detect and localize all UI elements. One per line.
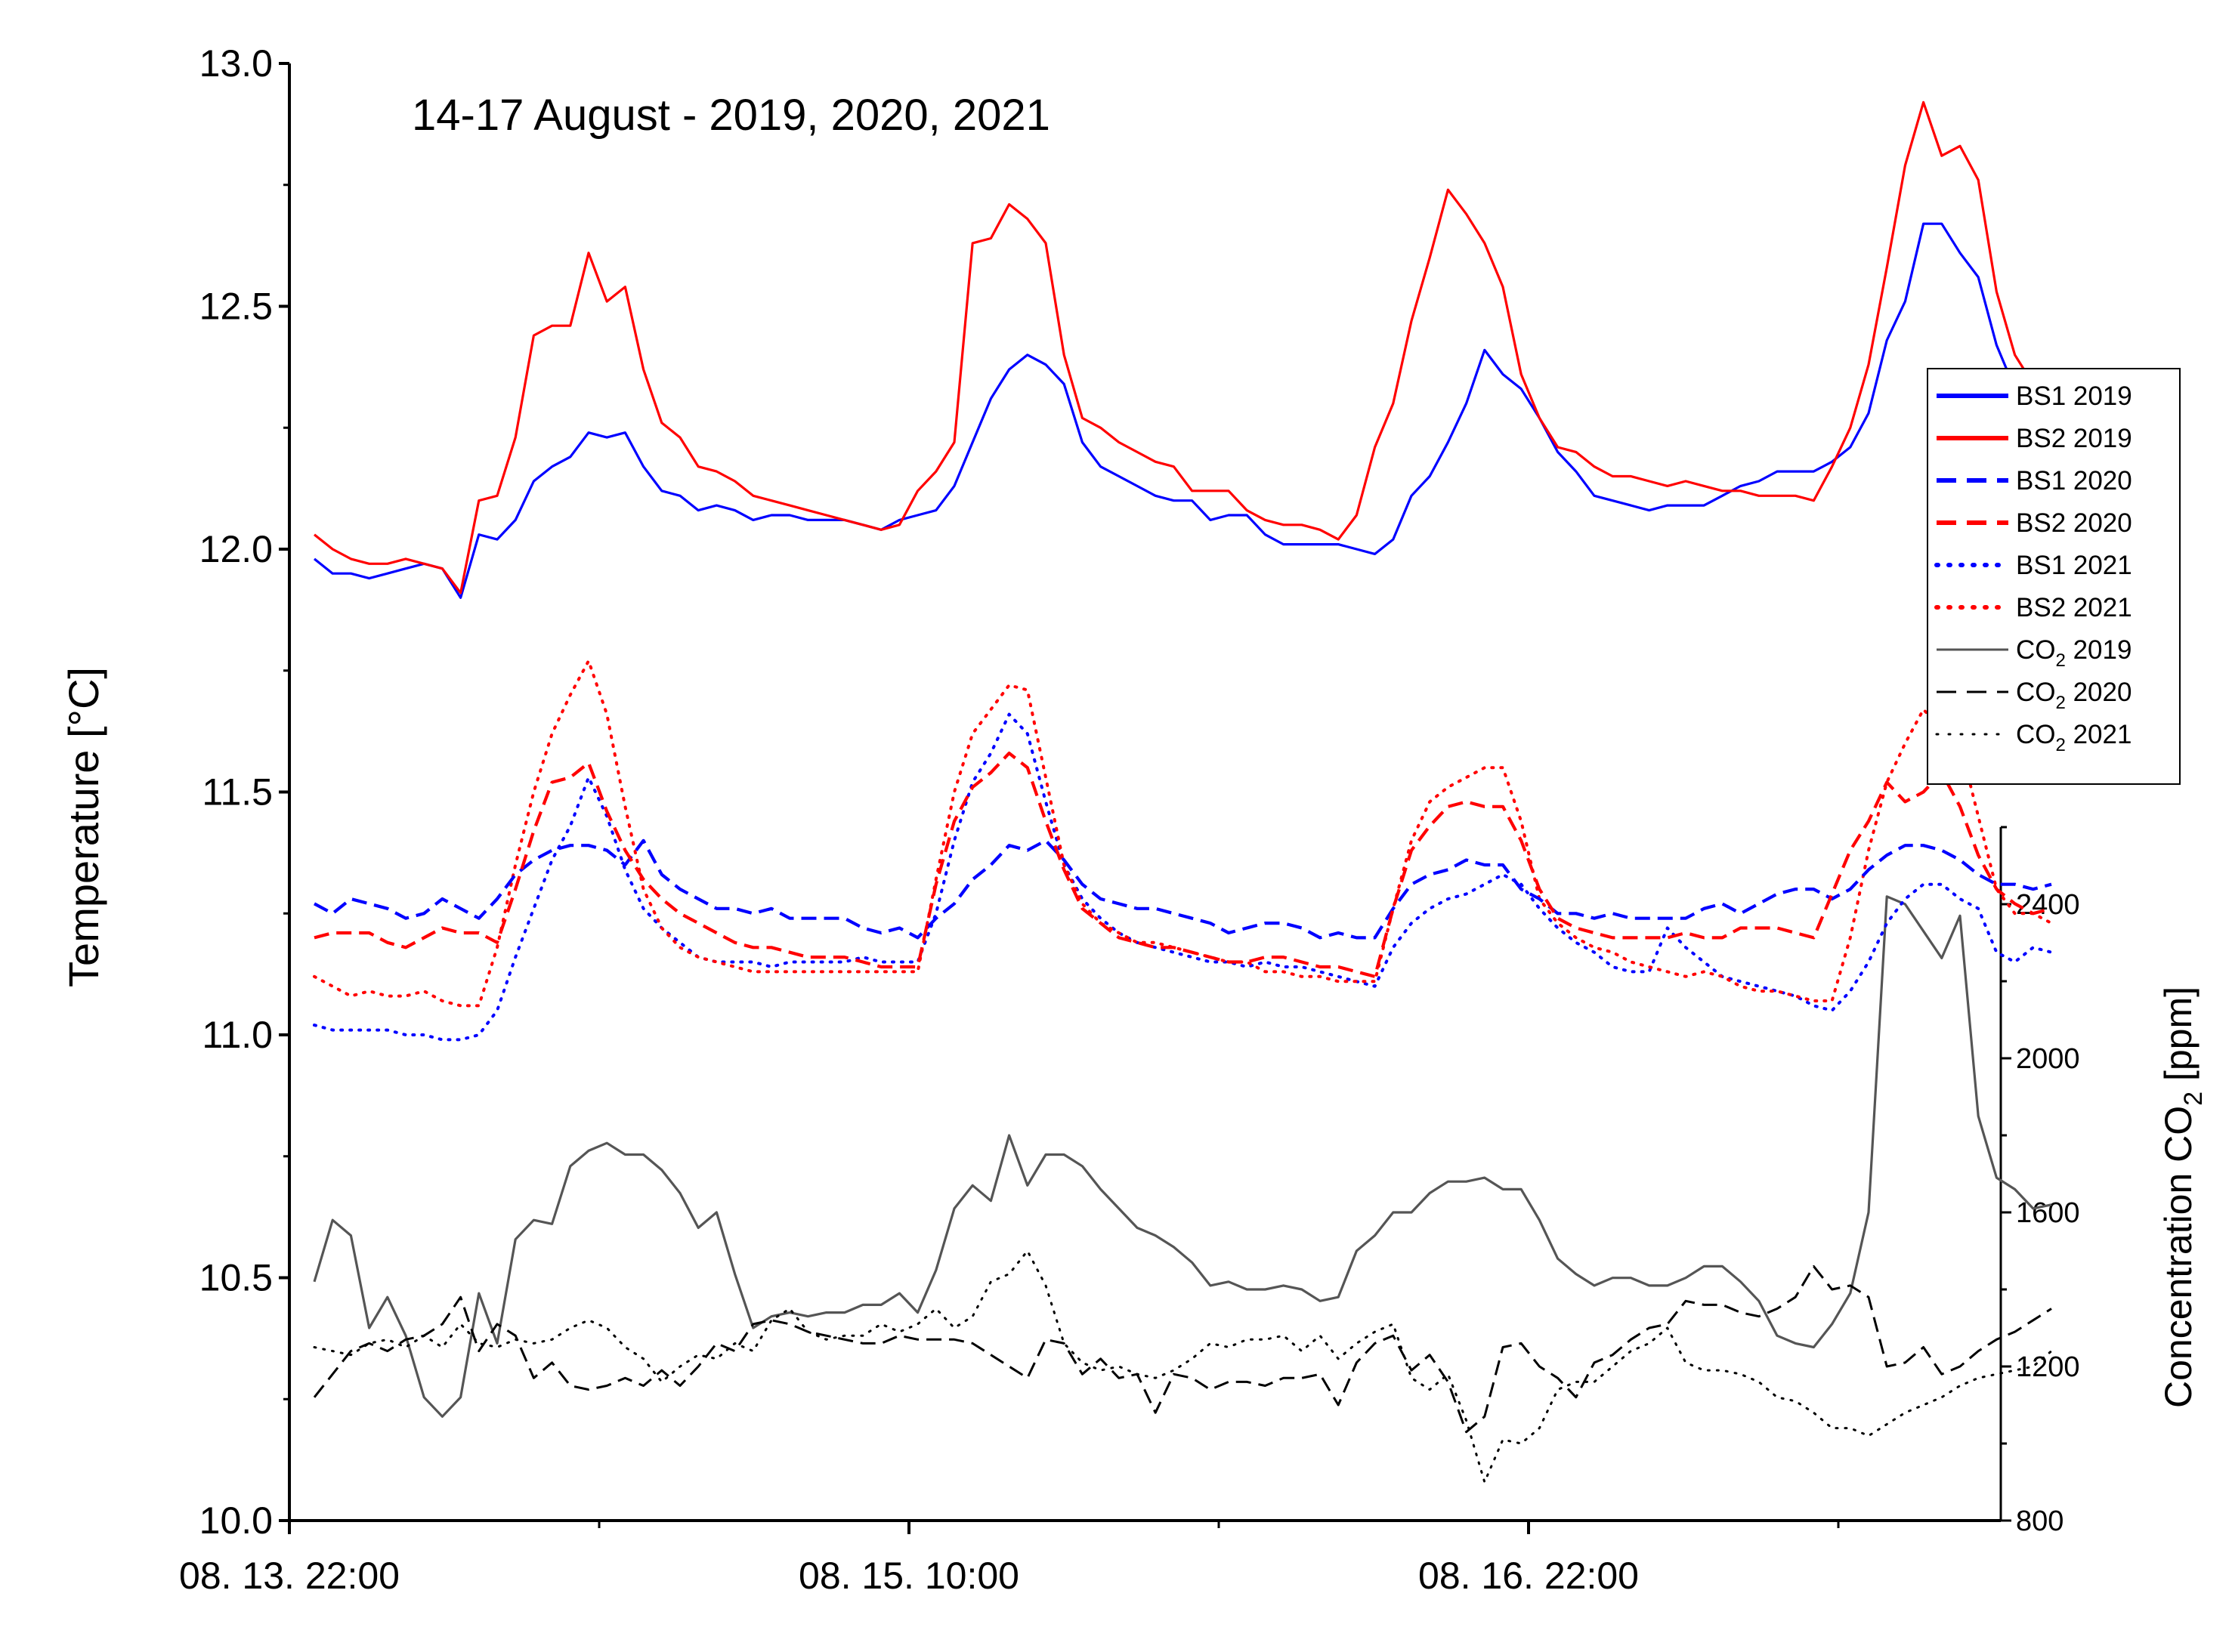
y2-tick-label: 1200: [2016, 1351, 2080, 1383]
y2-axis-label-prefix: Concentration CO: [2157, 1106, 2200, 1408]
legend-bs2-2019-label: BS2 2019: [2016, 424, 2132, 453]
y2-tick-label: 800: [2016, 1505, 2064, 1537]
legend-co2-2020-label-sub: 2: [2056, 693, 2066, 713]
y-tick-label: 10.0: [199, 1499, 273, 1542]
y2-axis-label: Concentration CO2 [ppm]: [2157, 987, 2208, 1408]
series-line-bs2-2019: [314, 100, 2053, 594]
y-tick-label: 12.5: [199, 286, 273, 328]
legend-co2-2019-label-sub: 2: [2056, 650, 2066, 671]
series-layer: [313, 100, 2053, 1484]
y2-tick-label: 2000: [2016, 1043, 2080, 1075]
series-line-bs2-2021: [313, 659, 2053, 1008]
x-tick-label: 08. 15. 10:00: [799, 1555, 1019, 1597]
legend-co2-2021-label-text: CO: [2016, 720, 2056, 749]
legend-bs1-2020-label: BS1 2020: [2016, 466, 2132, 496]
y-tick-label: 11.5: [202, 771, 273, 814]
legend-bs1-2019-label: BS1 2019: [2016, 381, 2132, 411]
legend-bs1-2021-label: BS1 2021: [2016, 551, 2132, 580]
legend: BS1 2019 BS2 2019 BS1 2020 BS2 2020 BS1 2021…: [1927, 368, 2181, 785]
series-line-bs1-2020: [314, 838, 2052, 940]
legend-bs2-2021-label: BS2 2021: [2016, 593, 2132, 622]
series-line-co2-2020: [313, 1264, 2052, 1434]
series-line-co2-2019: [313, 895, 2052, 1418]
legend-co2-2019-label-year: 2019: [2066, 635, 2132, 665]
y2-axis-label-sub: 2: [2179, 1092, 2208, 1106]
y-tick-label: 11.0: [202, 1014, 273, 1056]
legend-bs2-2020-label: BS2 2020: [2016, 508, 2132, 538]
chart-title: 14-17 August - 2019, 2020, 2021: [412, 91, 1050, 140]
y-tick-label: 13.0: [199, 42, 273, 85]
x-tick-label: 08. 13. 22:00: [179, 1555, 400, 1597]
y2-axis-label-suffix: [ppm]: [2157, 987, 2200, 1092]
series-line-bs1-2019: [314, 222, 2052, 599]
legend-co2-2019-label: CO2 2019: [2016, 635, 2132, 671]
legend-co2-2020-label-year: 2020: [2066, 678, 2132, 707]
legend-co2-2020-label: CO2 2020: [2016, 678, 2132, 713]
legend-co2-2021-label-sub: 2: [2056, 735, 2066, 755]
y2-tick-label: 2400: [2016, 889, 2080, 921]
axes-layer: 10.010.511.011.512.012.513.0800120016002…: [179, 42, 2080, 1597]
legend-co2-2021-label: CO2 2021: [2016, 720, 2132, 755]
y-axis-label: Temperature [°C]: [60, 667, 107, 987]
x-tick-label: 08. 16. 22:00: [1418, 1555, 1639, 1597]
legend-co2-2019-label-text: CO: [2016, 635, 2056, 665]
series-line-bs2-2020: [314, 751, 2052, 978]
y-tick-label: 12.0: [199, 528, 273, 570]
series-line-bs1-2021: [313, 712, 2053, 1042]
series-line-co2-2021: [313, 1249, 2053, 1484]
y-tick-label: 10.5: [199, 1257, 273, 1299]
legend-co2-2020-label-text: CO: [2016, 678, 2056, 707]
legend-co2-2021-label-year: 2021: [2066, 720, 2132, 749]
